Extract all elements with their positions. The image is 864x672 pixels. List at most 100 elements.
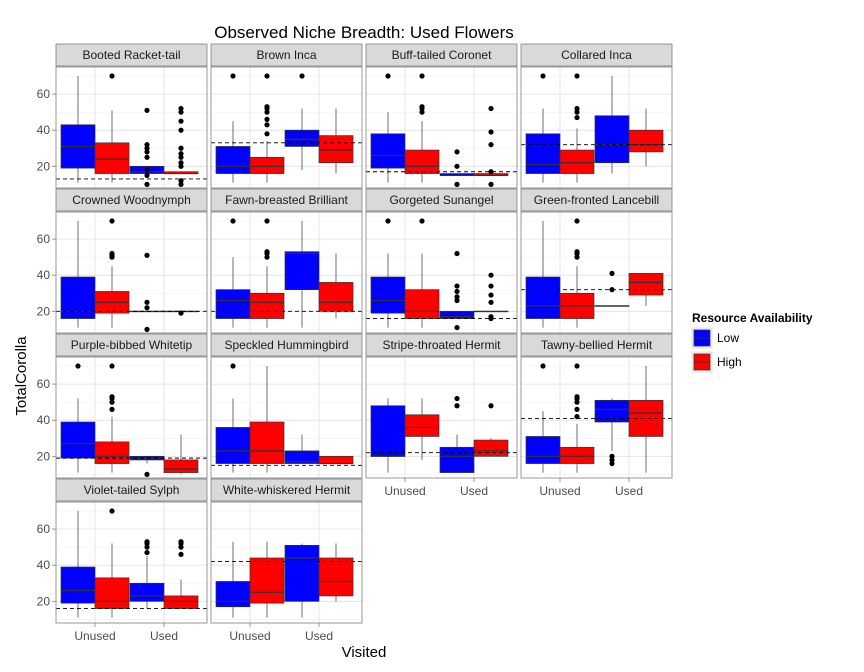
boxplot-low-unused xyxy=(60,76,96,183)
box xyxy=(284,129,320,147)
outlier-point xyxy=(488,314,494,320)
outlier-point xyxy=(178,105,184,112)
facet-panel: Stripe-throated Hermit Unused Used xyxy=(365,333,518,498)
facet-strip-label: Booted Racket-tail xyxy=(82,48,180,62)
boxplot-low-used xyxy=(284,543,320,618)
boxplot-high-unused xyxy=(249,73,285,183)
panel-border xyxy=(520,356,673,479)
box xyxy=(215,427,251,464)
outlier-point xyxy=(574,363,580,369)
facet-strip xyxy=(210,43,363,67)
box xyxy=(318,135,354,164)
x-tick-label: Used xyxy=(305,629,333,643)
facet-strip-label: White-whiskered Hermit xyxy=(223,483,351,497)
boxplot-low-unused xyxy=(215,218,251,328)
outlier-point xyxy=(385,218,391,224)
outlier-point xyxy=(178,127,184,133)
box xyxy=(163,459,199,473)
outlier-point xyxy=(144,326,150,332)
outlier-point xyxy=(419,218,425,224)
box xyxy=(94,142,130,174)
x-tick-label: Unused xyxy=(229,629,270,643)
outlier-point xyxy=(144,252,150,258)
outlier-point xyxy=(419,109,425,115)
outlier-point xyxy=(574,394,580,400)
box xyxy=(318,557,354,597)
y-tick-label: 60 xyxy=(37,377,51,391)
facet-panel: Booted Racket-tail 20 40 60 xyxy=(37,43,208,189)
outlier-point xyxy=(109,399,115,405)
panel-border xyxy=(520,66,673,189)
y-tick-label: 40 xyxy=(37,123,51,137)
boxplot-high-used xyxy=(318,543,354,602)
outlier-point xyxy=(574,218,580,224)
outlier-point xyxy=(109,394,115,400)
legend: Resource Availability Low High xyxy=(691,311,813,373)
boxplot-high-unused xyxy=(404,398,440,460)
facet-strip-label: Brown Inca xyxy=(256,48,316,62)
outlier-point xyxy=(178,160,184,166)
boxplot-low-used xyxy=(594,398,630,467)
panel-border xyxy=(55,356,208,479)
outlier-point xyxy=(178,118,184,124)
boxplot-high-used xyxy=(163,539,199,609)
boxplot-high-unused xyxy=(249,541,285,618)
panel-border xyxy=(55,501,208,624)
box xyxy=(215,581,251,608)
facet-panel: Crowned Woodnymph 20 40 60 xyxy=(37,188,208,334)
boxplot-high-used xyxy=(318,455,354,465)
facet-panel: Speckled Hummingbird xyxy=(210,333,363,479)
y-tick-label: 40 xyxy=(37,558,51,572)
x-tick-label: Unused xyxy=(539,484,580,498)
boxplot-high-unused xyxy=(559,363,595,473)
facet-strip xyxy=(520,43,673,67)
panel-border xyxy=(365,356,518,479)
outlier-point xyxy=(144,172,150,178)
boxplot-high-unused xyxy=(94,508,130,618)
y-tick-label: 20 xyxy=(37,304,51,318)
facet-panel: Brown Inca xyxy=(210,43,363,189)
outlier-point xyxy=(144,145,150,151)
boxplot-low-unused xyxy=(525,221,561,328)
facet-strip-label: Purple-bibbed Whitetip xyxy=(71,338,193,352)
outlier-point xyxy=(230,73,236,79)
outlier-point xyxy=(419,104,425,110)
box xyxy=(370,276,406,314)
facet-panel: Fawn-breasted Brilliant xyxy=(210,188,363,334)
box xyxy=(628,129,664,153)
outlier-point xyxy=(264,254,270,260)
facet-panels: Booted Racket-tail 20 40 60 Brown Inca Buff-t… xyxy=(37,43,673,643)
facet-strip-label: Gorgeted Sunangel xyxy=(389,193,493,207)
boxplot-high-unused xyxy=(559,218,595,328)
outlier-point xyxy=(144,549,150,556)
facet-panel: Tawny-bellied Hermit Unused Used xyxy=(520,333,673,498)
boxplot-high-used xyxy=(318,253,354,319)
facet-panel: Violet-tailed Sylph 20 40 60 Unused Used xyxy=(37,478,208,643)
facet-strip-label: Stripe-throated Hermit xyxy=(382,338,501,352)
facet-panel: White-whiskered Hermit Unused Used xyxy=(210,478,363,643)
y-tick-label: 20 xyxy=(37,594,51,608)
box xyxy=(404,289,440,319)
outlier-point xyxy=(488,403,494,409)
outlier-point xyxy=(109,218,115,224)
boxplot-high-unused xyxy=(404,218,440,328)
facet-strip xyxy=(210,188,363,212)
facet-strip xyxy=(55,43,208,67)
panel-border xyxy=(365,211,518,334)
outlier-point xyxy=(540,363,546,369)
facet-strip-label: Tawny-bellied Hermit xyxy=(541,338,653,352)
outlier-point xyxy=(488,299,494,305)
panel-border xyxy=(210,66,363,189)
outlier-point xyxy=(488,105,494,112)
x-tick-label: Used xyxy=(460,484,488,498)
facet-strip xyxy=(55,478,208,502)
facet-panel: Green-fronted Lancebill xyxy=(520,188,673,334)
boxplot-low-unused xyxy=(525,363,561,473)
y-tick-label: 60 xyxy=(37,232,51,246)
box xyxy=(559,149,595,174)
outlier-point xyxy=(454,163,460,169)
outlier-point xyxy=(109,508,115,514)
panel-border xyxy=(210,501,363,624)
boxplot-low-used xyxy=(594,76,630,174)
boxplot-high-unused xyxy=(559,73,595,183)
